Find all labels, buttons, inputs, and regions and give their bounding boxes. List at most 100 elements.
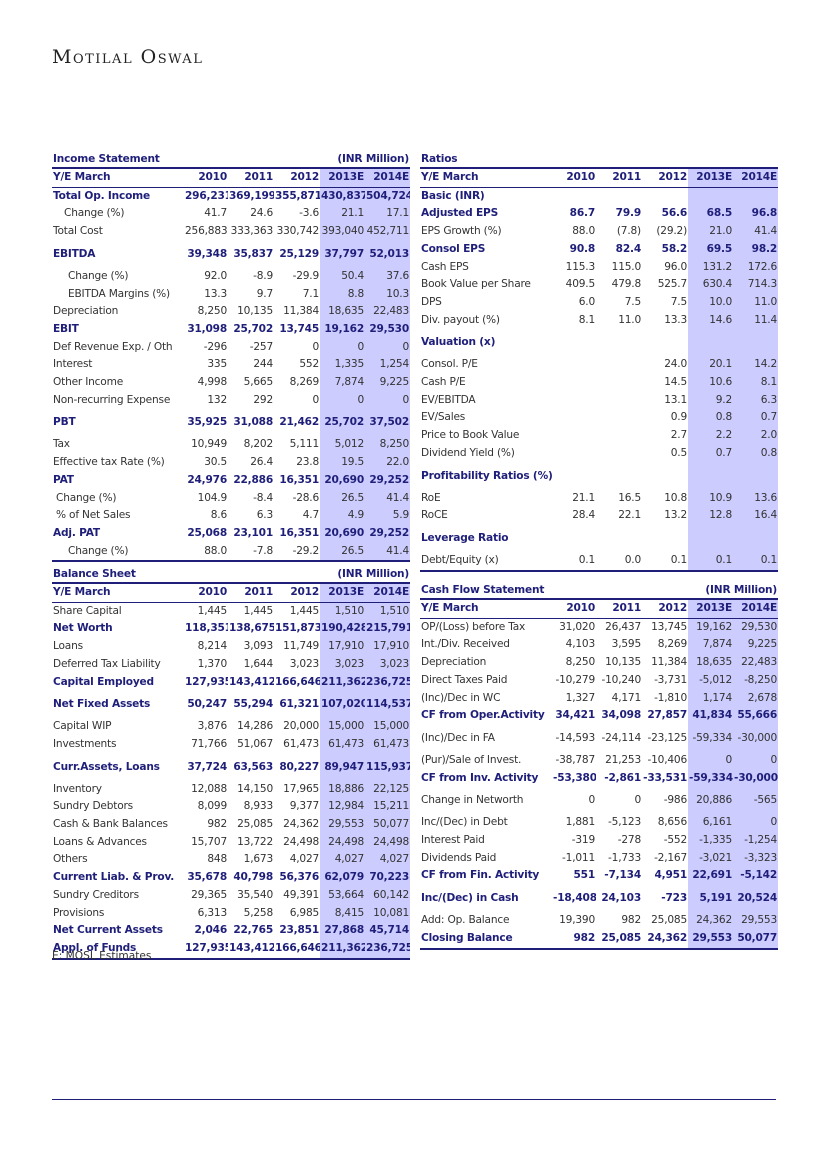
cell-value: 26,437 [605,620,641,633]
cell-value: 41.4 [365,489,410,508]
cell-value: 24,976 [187,473,227,486]
cell-value: -3.6 [299,207,319,220]
cell-value: -3,021 [688,849,734,868]
cell-value [552,427,596,445]
table-row: Loans 8,214 3,093 11,749 17,910 17,910 [52,638,411,656]
table-row: Non-recurring Expense 132 292 0 0 0 [52,391,410,410]
cell-value: 8.1 [733,374,779,392]
row-label: Cash & Bank Balances [53,818,168,831]
column-header-label: Y/E March [52,583,184,603]
table-header-row: Y/E March 2010 2011 2012 2013E 2014E [52,583,411,603]
row-label: Adjusted EPS [421,207,499,220]
balance-sheet-table: Balance Sheet (INR Million) Y/E March 2010 2… [52,567,411,960]
cell-value: 24,103 [601,892,641,905]
cell-value: 8.1 [578,313,595,326]
row-label: Net Current Assets [53,924,163,937]
ratios-table: Ratios Y/E March 2010 2011 2012 2013E 2014E Bas… [420,152,779,572]
cell-value: 10.6 [688,374,734,392]
cell-value: 80,227 [279,760,320,773]
table-title-row: Cash Flow Statement (INR Million) [420,583,779,600]
row-label: Depreciation [421,656,487,669]
cell-value [642,329,688,356]
cell-value: 11,384 [283,305,319,318]
row-label: Capital WIP [53,720,112,733]
cell-value: 430,837 [320,187,365,206]
brand-logo: Motilal Oswal [52,46,204,68]
cell-value: 236,725 [365,939,411,960]
row-label: Dividends Paid [421,851,497,864]
cell-value: 127,935 [184,939,228,960]
row-label: Inventory [53,782,102,795]
cell-value: 330,742 [276,225,320,238]
cell-value: 114,537 [365,691,411,719]
table-row: Net Fixed Assets 50,247 55,294 61,321 107,02… [52,691,411,719]
row-label: Basic (INR) [421,189,485,202]
cell-value: 14.6 [688,311,734,330]
cell-value: -278 [617,834,641,847]
cell-value: 45,714 [365,922,411,940]
cell-value: 90.8 [569,242,596,255]
row-label: Inc/(Dec) in Cash [421,892,519,905]
cell-value: 127,935 [185,675,228,688]
table-row: Inc/(Dec) in Cash -18,408 24,103 -723 5,191 2… [420,885,779,913]
cell-value: 40,798 [233,871,273,884]
cell-value: 24,362 [283,818,320,831]
cell-value: 13,745 [279,322,319,335]
cell-value: 56,376 [279,871,320,884]
cell-value: 0.8 [733,444,779,463]
cell-value: 369,199 [229,189,274,202]
cell-value [552,445,596,463]
cell-value [596,409,642,427]
cell-value: 1,510 [320,602,366,621]
row-label: Loans & Advances [53,835,147,848]
cell-value: 4.9 [320,507,365,525]
cell-value: 525.7 [657,278,688,291]
cell-value: 6,313 [197,906,228,919]
cell-value: 19.5 [320,454,365,472]
cell-value: 1,174 [688,689,734,708]
cell-value: 13.3 [204,287,227,300]
income-statement-table: Income Statement (INR Million) Y/E March 20… [52,152,410,563]
cell-value: 26.5 [320,542,365,563]
cell-value: 190,428 [320,620,366,639]
cell-value: 0.5 [670,446,688,459]
row-label: Non-recurring Expense [53,393,171,406]
cell-value: 11,749 [283,640,320,653]
cell-value [552,525,596,552]
cell-value: 12,088 [191,782,227,795]
cell-value: 17,910 [320,638,366,656]
cell-value: 61,473 [320,735,366,754]
cell-value: 27,857 [647,709,688,722]
footer-divider [52,1099,776,1100]
cell-value: 333,363 [230,225,274,238]
cell-value: 19,390 [559,914,595,927]
row-label: PBT [53,416,76,429]
row-label: RoCE [421,509,448,522]
table-row: Book Value per Share 409.5 479.8 525.7 630.4… [420,276,779,294]
cell-value: 20,690 [320,471,365,490]
row-label: Def Revenue Exp. / Oth [53,340,173,353]
table-row: Closing Balance 982 25,085 24,362 29,553 50,0… [420,929,779,950]
cell-value: 10.3 [365,285,410,304]
cell-value: 9,225 [365,374,410,392]
cell-value: 2.7 [670,429,688,442]
cell-value: 79.9 [615,207,642,220]
cell-value: 10,949 [191,438,227,451]
cell-value: -1,733 [608,851,641,864]
cell-value: 211,362 [320,673,366,692]
cell-value: 35,678 [187,871,227,884]
cell-value [596,329,642,356]
cell-value: 24,362 [642,929,689,950]
cell-value: 0.7 [733,409,779,428]
column-header-year: 2013E [688,599,734,619]
cell-value: -24,114 [601,731,642,744]
cell-value: 0.1 [688,551,734,572]
cell-value: 1,335 [320,356,365,375]
cell-value: 1,445 [197,604,228,617]
row-label: Net Fixed Assets [53,698,151,711]
cell-value: 70,223 [365,869,411,887]
cell-value: 5,111 [289,438,320,451]
cell-value: 1,881 [565,816,596,829]
cell-value: 215,791 [365,620,411,639]
cell-value: 49,391 [283,888,320,901]
